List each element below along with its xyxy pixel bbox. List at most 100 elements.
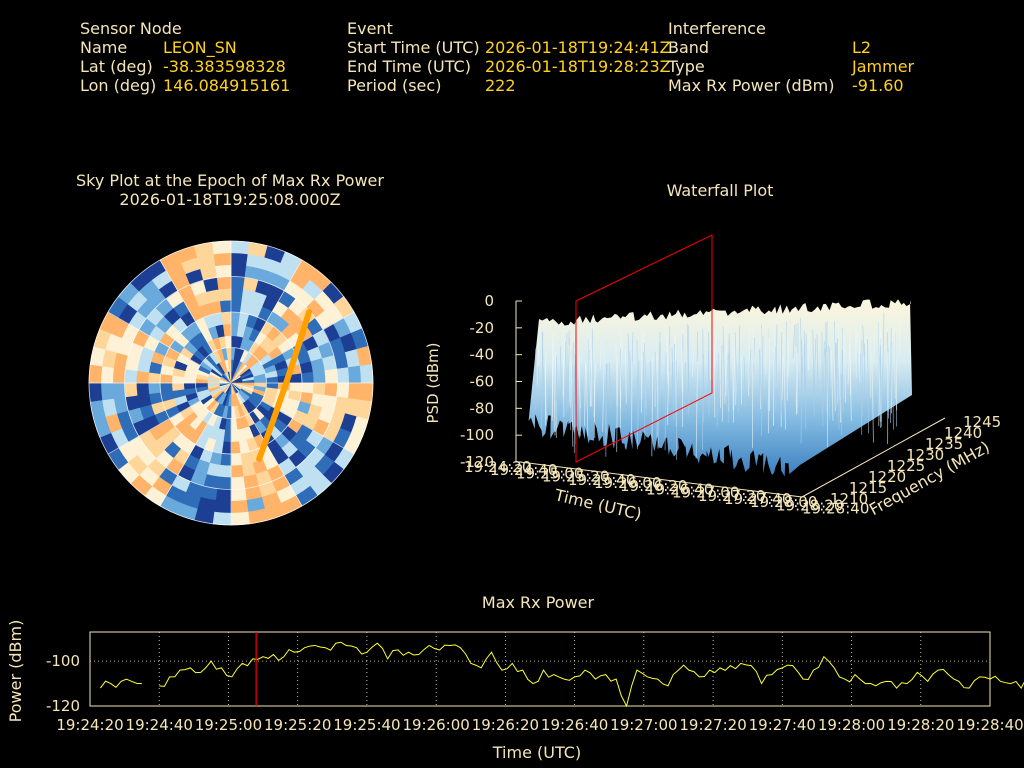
surface-streak — [858, 329, 861, 383]
surface-streak — [673, 335, 677, 372]
surface-streak — [566, 332, 568, 410]
sky-cell — [230, 441, 241, 455]
sensor-node-title: Sensor Node — [80, 19, 182, 38]
surface-streak — [795, 346, 797, 415]
surface-streak — [666, 344, 670, 425]
power-x-tick-label: 19:25:20 — [264, 716, 331, 734]
surface-streak — [728, 333, 731, 399]
sensor-node-panel: Sensor Node Name LEON_SN Lat (deg) -38.383… — [80, 19, 340, 95]
sky-spoke — [159, 413, 214, 507]
sky-cell — [215, 488, 232, 502]
surface-streak — [783, 342, 786, 430]
power-y-tick-label: -100 — [46, 652, 80, 670]
sky-cell — [230, 464, 244, 478]
start-time-value: 2026-01-18T19:24:41Z — [485, 38, 671, 57]
sky-cell — [347, 365, 362, 384]
z-tick-label: -100 — [460, 426, 494, 444]
surface-streak — [627, 333, 630, 388]
surface-streak — [871, 352, 874, 443]
surface-streak — [605, 364, 608, 457]
surface-streak — [822, 341, 825, 426]
sky-cell — [336, 382, 350, 399]
sky-cell — [216, 476, 232, 490]
power-x-tick-label: 19:24:20 — [56, 716, 123, 734]
surface-streak — [615, 340, 618, 407]
freq-tick-label: 1235 — [925, 435, 963, 453]
surface-streak — [738, 325, 741, 413]
lon-value: 146.084915161 — [163, 76, 291, 95]
sky-cell — [230, 429, 240, 443]
z-tick-label: -20 — [470, 319, 495, 337]
power-x-tick-label: 19:24:40 — [126, 716, 193, 734]
power-x-tick-label: 19:27:40 — [749, 716, 816, 734]
power-chart-title: Max Rx Power — [481, 593, 595, 612]
interference-panel: Interference Band L2 Type Jammer Max Rx Po… — [668, 19, 968, 95]
sky-cell — [230, 264, 247, 278]
sky-cell — [324, 368, 338, 384]
freq-tick-label: 1245 — [963, 413, 1001, 431]
surface-streak — [664, 352, 667, 451]
sky-spoke — [261, 311, 355, 366]
sky-cell — [213, 252, 232, 267]
surface-streak — [642, 352, 646, 440]
time-tick-label: 19:24:40 — [490, 461, 557, 479]
surface-streak — [587, 338, 591, 409]
surface-streak — [707, 351, 710, 414]
sky-cell — [215, 264, 232, 278]
surface-streak — [864, 335, 868, 373]
sky-spoke — [248, 259, 303, 353]
power-x-tick-label: 19:26:40 — [541, 716, 608, 734]
sky-cell — [213, 499, 232, 514]
power-x-tick-label: 19:26:20 — [472, 716, 539, 734]
time-tick-label: 19:28:20 — [776, 496, 843, 514]
sky-cell — [216, 276, 232, 290]
surface-streak — [593, 341, 596, 438]
surface-streak — [830, 351, 834, 421]
period-value: 222 — [485, 76, 516, 95]
surface-streak — [898, 319, 901, 355]
surface-streak — [720, 344, 723, 385]
sky-cell — [221, 311, 232, 325]
power-plot-frame — [89, 631, 991, 707]
surface-streak — [840, 324, 843, 375]
sky-cell — [222, 323, 232, 337]
surface-streak — [702, 353, 704, 450]
surface-streak — [812, 329, 815, 417]
surface-streak — [599, 337, 603, 370]
sky-cell — [230, 299, 243, 313]
sky-cell — [230, 499, 249, 514]
surface-streak — [743, 357, 746, 406]
freq-tick-label: 1215 — [849, 479, 887, 497]
time-tick-label: 19:24:20 — [464, 458, 531, 476]
surface-streak — [687, 325, 690, 418]
surface-streak — [816, 334, 819, 397]
surface-streak — [767, 337, 770, 434]
surface-streak — [584, 362, 586, 426]
time-tick-label: 19:26:00 — [594, 474, 661, 492]
surface-streak — [625, 349, 627, 404]
surface-streak — [533, 348, 537, 403]
band-label: Band — [668, 38, 710, 57]
surface-streak — [681, 351, 684, 428]
freq-tick-label: 1230 — [906, 446, 944, 464]
surface-streak — [856, 352, 860, 405]
surface-streak — [833, 321, 836, 374]
type-value: Jammer — [852, 57, 915, 76]
time-tick-label: 19:27:00 — [672, 484, 739, 502]
surface-streak — [644, 342, 647, 417]
surface-streak — [861, 339, 864, 417]
sky-cell — [219, 299, 232, 313]
surface-streak — [570, 361, 574, 447]
surface-streak — [844, 337, 846, 403]
sky-cell — [219, 453, 232, 467]
surface-streak — [651, 357, 654, 457]
surface-streak — [824, 348, 827, 408]
time-axis — [519, 461, 803, 498]
sky-cell — [147, 371, 161, 384]
surface-streak — [796, 352, 799, 414]
sky-cell — [347, 382, 362, 401]
period-label: Period (sec) — [347, 76, 442, 95]
sky-cell — [301, 371, 315, 384]
end-time-value: 2026-01-18T19:28:23Z — [485, 57, 671, 76]
